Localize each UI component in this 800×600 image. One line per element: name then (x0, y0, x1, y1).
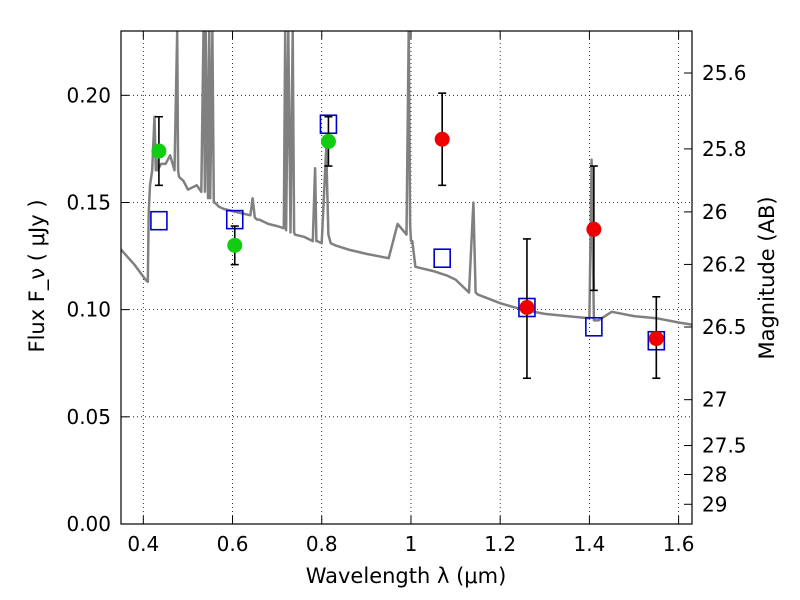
x-tick-label: 0.8 (306, 532, 338, 556)
y-tick-label: 0.10 (66, 298, 111, 322)
mag-tick-label: 27 (702, 388, 727, 412)
measurement-point (648, 331, 664, 347)
spectrum-line (121, 31, 692, 326)
mag-tick-label: 26.2 (702, 252, 747, 276)
plot-area (121, 31, 692, 380)
x-tick-label: 0.4 (127, 532, 159, 556)
measurement-point (519, 300, 535, 316)
measurement-point (434, 131, 450, 147)
mag-tick-label: 28 (702, 462, 727, 486)
mag-tick-label: 26.5 (702, 315, 747, 339)
mag-tick-label: 29 (702, 492, 727, 516)
mag-tick-label: 26 (702, 200, 727, 224)
axes: 0.4 0.6 0.8 1 1.2 1.4 1.6 0.00 0.05 0.10 0.15 0.20 2… (66, 30, 747, 556)
model-photometry-square (585, 316, 603, 337)
plot-data (121, 31, 692, 380)
measurement-point (227, 237, 243, 253)
model-photometry-square (433, 248, 451, 269)
model-photometry-square (150, 210, 168, 231)
mag-tick-label: 25.8 (702, 137, 747, 161)
x-tick-label: 1 (405, 532, 418, 556)
x-tick-label: 1.2 (484, 532, 516, 556)
y-tick-label: 0.15 (66, 190, 111, 214)
measurement-point (586, 221, 602, 237)
y-tick-label: 0.00 (66, 512, 111, 536)
x-axis-label: Wavelength λ (μm) (306, 564, 507, 588)
x-tick-label: 0.6 (217, 532, 249, 556)
mag-tick-label: 25.6 (702, 61, 747, 85)
x-tick-label: 1.4 (573, 532, 605, 556)
y-tick-label: 0.05 (66, 405, 111, 429)
y-tick-label: 0.20 (66, 83, 111, 107)
measurement-point (151, 143, 167, 159)
y-axis-label: Flux F_ν ( μJy ) (25, 199, 50, 352)
y2-axis-label: Magnitude (AB) (755, 196, 779, 359)
mag-tick-label: 27.5 (702, 434, 747, 458)
measurement-point (320, 133, 336, 149)
plot-frame (120, 30, 693, 525)
x-tick-label: 1.6 (663, 532, 695, 556)
